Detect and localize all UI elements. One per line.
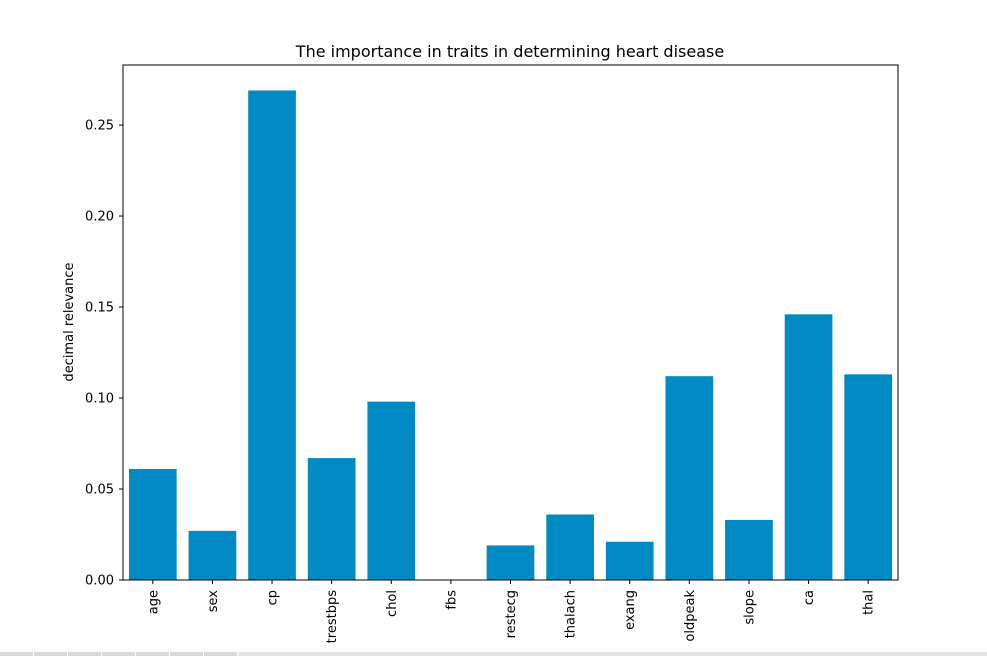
bar-exang: [605, 541, 654, 580]
y-tick-label: 0.20: [85, 210, 114, 225]
y-axis: 0.00 0.05 0.10 0.15 0.20 0.25: [85, 119, 123, 589]
strip-segment: [102, 652, 136, 656]
x-axis: age sex cp trestbps chol fbs restecg thalach exa…: [146, 580, 877, 644]
bar-cp: [248, 90, 296, 580]
strip-segment: [0, 652, 34, 656]
strip-segment: [68, 652, 102, 656]
x-tick-label: cp: [266, 590, 281, 605]
strip-segment: [170, 652, 204, 656]
x-tick-label: sex: [206, 590, 221, 613]
bar-trestbps: [307, 458, 356, 580]
strip-segment: [34, 652, 68, 656]
strip-segment: [204, 652, 238, 656]
bar-oldpeak: [665, 376, 714, 580]
y-axis-label: decimal relevance: [62, 262, 77, 381]
x-tick-label: oldpeak: [683, 590, 698, 642]
x-tick-label: restecg: [504, 590, 519, 638]
x-tick-label: trestbps: [325, 590, 340, 644]
x-tick-label: thalach: [564, 590, 579, 638]
y-tick-label: 0.15: [85, 301, 114, 316]
bar-sex: [188, 530, 237, 580]
bar-age: [128, 468, 177, 580]
y-tick-label: 0.05: [85, 483, 114, 498]
bar-chol: [367, 401, 416, 580]
bars-layer: [128, 90, 893, 580]
x-tick-label: age: [146, 590, 161, 614]
bar-ca: [784, 314, 833, 580]
chart-title: The importance in traits in determining …: [295, 42, 724, 61]
bar-thal: [844, 374, 893, 580]
bar-restecg: [486, 545, 535, 580]
x-tick-label: thal: [862, 590, 877, 615]
bar-thalach: [546, 514, 594, 580]
bar-slope: [725, 519, 773, 580]
bottom-scroll-strip: [0, 652, 987, 656]
x-tick-label: chol: [385, 590, 400, 617]
y-tick-label: 0.10: [85, 392, 114, 407]
y-tick-label: 0.00: [85, 574, 114, 589]
y-tick-label: 0.25: [85, 119, 114, 134]
x-tick-label: fbs: [444, 590, 459, 610]
x-tick-label: slope: [742, 590, 757, 625]
x-tick-label: ca: [802, 590, 817, 605]
x-tick-label: exang: [623, 590, 638, 630]
strip-segment: [136, 652, 170, 656]
